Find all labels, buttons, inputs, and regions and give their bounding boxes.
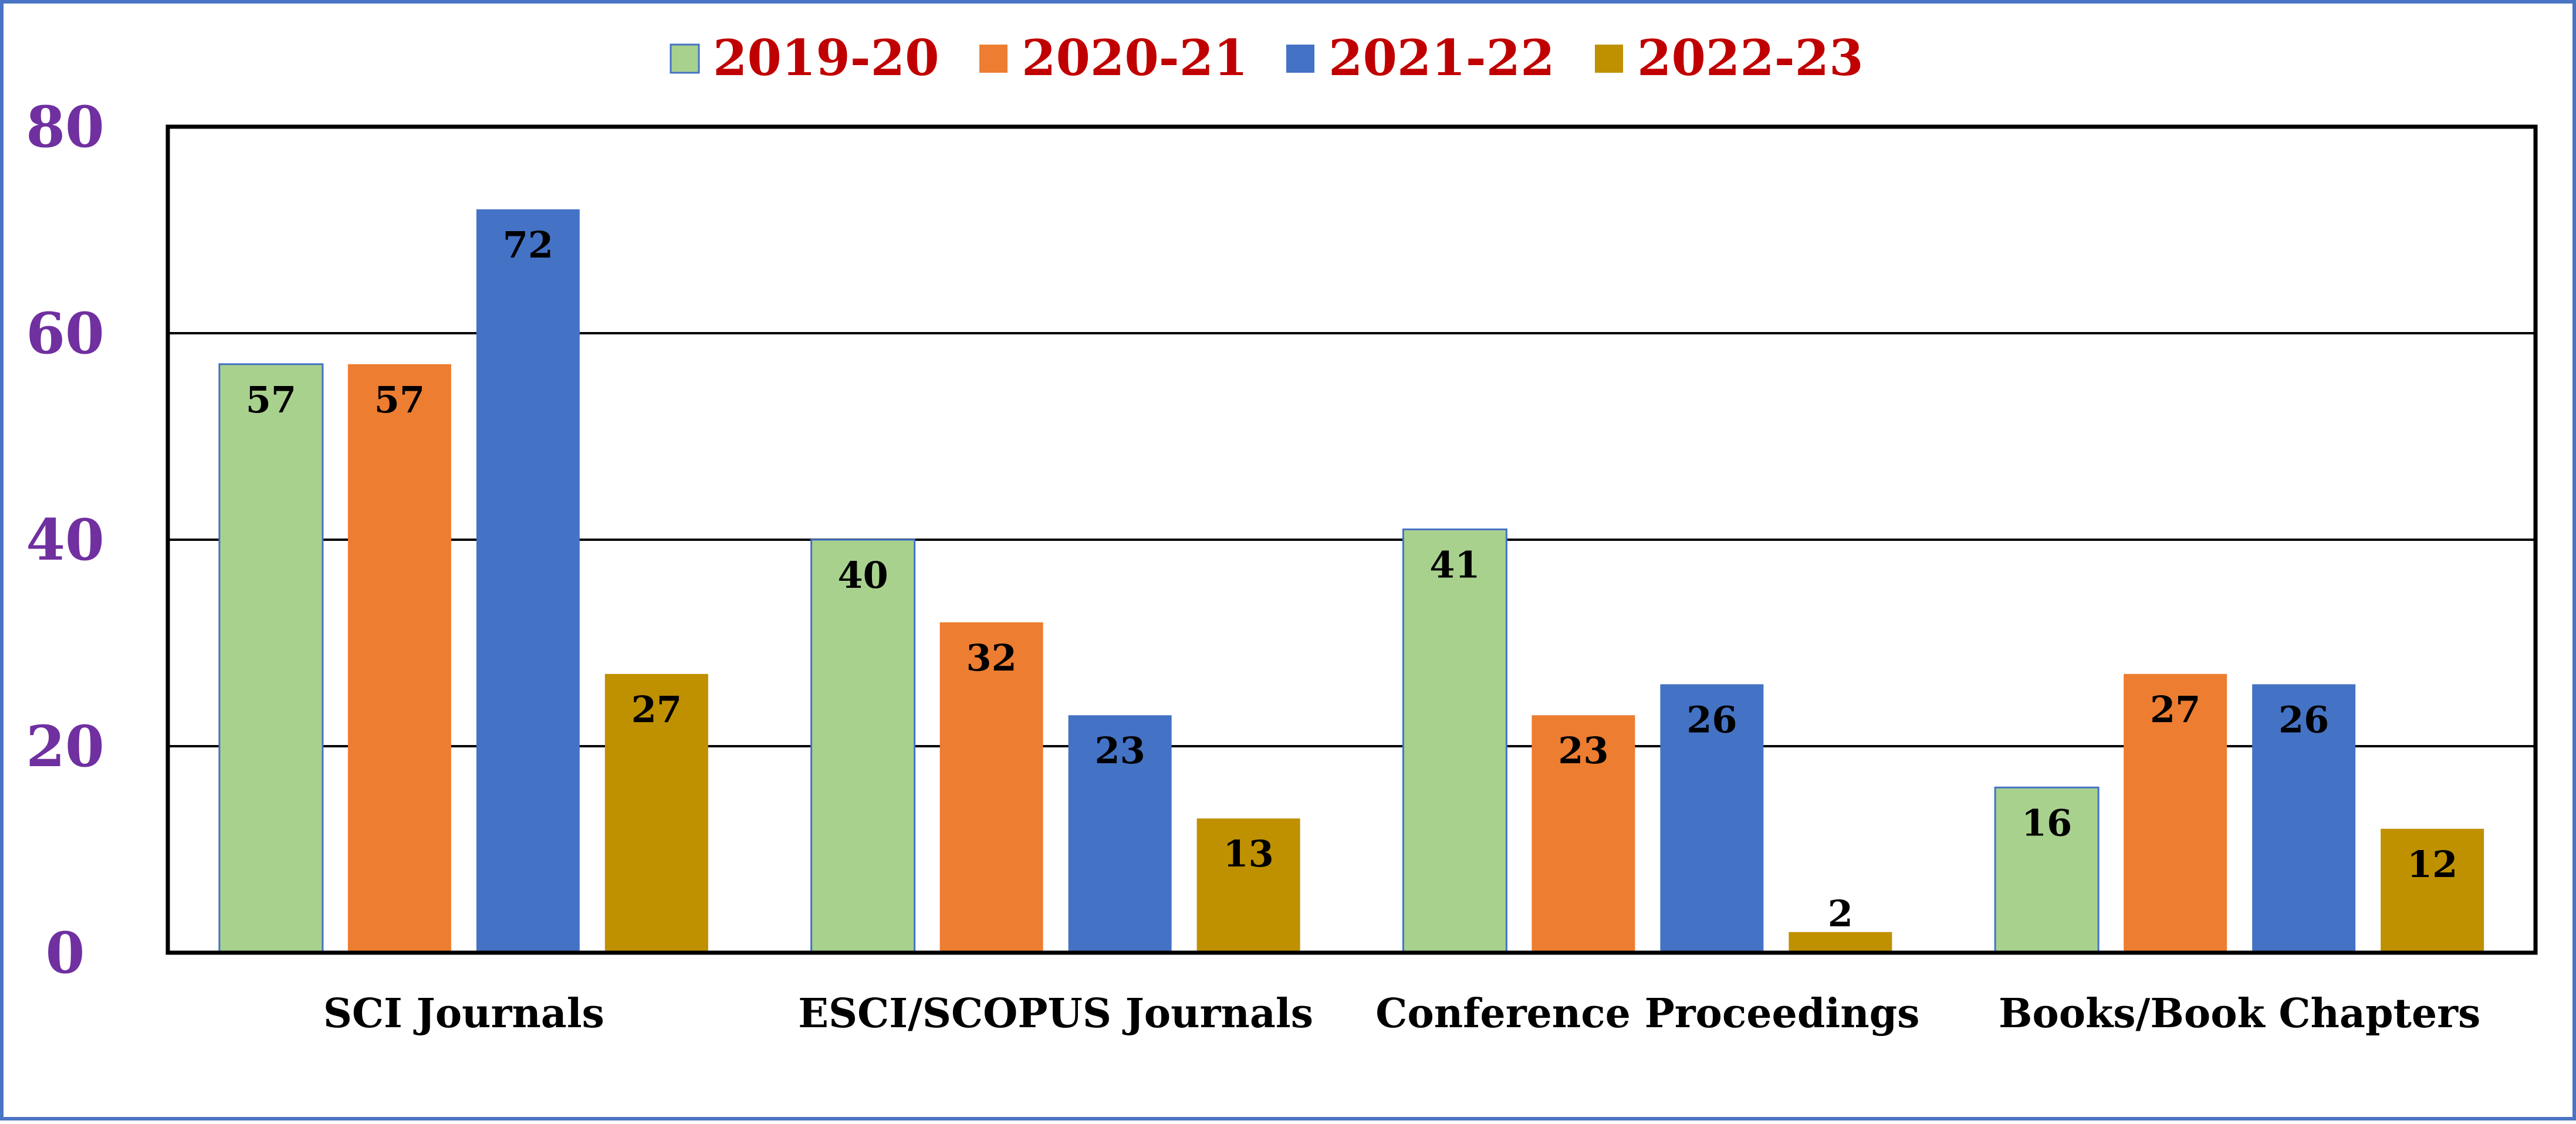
y-tick-label: 20 <box>26 713 104 780</box>
bar-sci-journals-2019-20 <box>218 363 324 954</box>
bar-conference-proceedings-2020-21 <box>1532 715 1635 953</box>
legend-swatch-2020-21 <box>979 45 1008 73</box>
x-axis-ticks: SCI Journals ESCI/SCOPUS Journals Conferen… <box>323 990 2480 1037</box>
x-tick-label: Conference Proceedings <box>1375 990 1919 1037</box>
data-label: 40 <box>837 554 888 597</box>
data-labels: 57 57 72 27 40 32 23 13 41 23 26 2 16 27 26 12 <box>246 224 2458 935</box>
bar-conference-proceedings-2019-20 <box>1402 528 1507 954</box>
legend-swatch-2022-23 <box>1595 45 1623 73</box>
y-tick-label: 0 <box>46 920 85 986</box>
bar-conference-proceedings-2021-22 <box>1660 684 1764 953</box>
data-label: 23 <box>1558 729 1608 772</box>
legend-swatch-2021-22 <box>1286 45 1314 73</box>
data-label: 23 <box>1094 729 1145 772</box>
bar-esci-scopus-journals-2020-21 <box>939 622 1043 953</box>
legend-label-2020-21: 2020-21 <box>1022 29 1248 87</box>
data-label: 26 <box>1686 698 1737 741</box>
data-label: 27 <box>2150 688 2200 731</box>
x-tick-label: SCI Journals <box>323 990 604 1037</box>
bar-esci-scopus-journals-2022-23 <box>1196 818 1300 953</box>
legend-label-2021-22: 2021-22 <box>1328 29 1555 87</box>
bar-books-book-chapters-2019-20 <box>1994 786 2100 954</box>
data-label: 57 <box>246 378 296 421</box>
bars <box>218 209 2484 954</box>
legend-swatch-2019-20 <box>670 43 700 74</box>
y-tick-label: 60 <box>26 300 104 367</box>
data-label: 16 <box>2021 801 2072 844</box>
data-label: 41 <box>1429 543 1480 586</box>
bar-books-book-chapters-2020-21 <box>2124 673 2227 953</box>
bar-esci-scopus-journals-2021-22 <box>1068 715 1172 953</box>
data-label: 26 <box>2278 698 2329 741</box>
data-label: 27 <box>631 688 682 731</box>
legend: 2019-20 2020-21 2021-22 2022-23 <box>670 29 1864 87</box>
bar-conference-proceedings-2022-23 <box>1789 932 1892 953</box>
bar-books-book-chapters-2022-23 <box>2381 828 2484 953</box>
x-tick-label: Books/Book Chapters <box>1999 990 2480 1037</box>
x-tick-label: ESCI/SCOPUS Journals <box>798 990 1313 1037</box>
data-label: 13 <box>1223 832 1273 875</box>
y-tick-label: 80 <box>26 94 104 160</box>
legend-label-2022-23: 2022-23 <box>1637 29 1864 87</box>
bar-books-book-chapters-2021-22 <box>2252 684 2356 953</box>
data-label: 57 <box>374 378 425 421</box>
data-label: 72 <box>503 224 553 266</box>
plot-area-border <box>165 124 2538 955</box>
y-tick-label: 40 <box>26 507 104 573</box>
bar-sci-journals-2020-21 <box>347 364 451 953</box>
data-label: 2 <box>1828 892 1853 935</box>
y-axis-ticks: 0 20 40 60 80 <box>26 94 104 986</box>
legend-label-2019-20: 2019-20 <box>713 29 939 87</box>
data-label: 12 <box>2407 843 2457 886</box>
bar-sci-journals-2021-22 <box>476 209 580 953</box>
bar-sci-journals-2022-23 <box>604 673 708 953</box>
bar-esci-scopus-journals-2019-20 <box>810 539 916 954</box>
data-label: 32 <box>966 637 1016 679</box>
bar-chart: 2019-20 2020-21 2021-22 2022-23 57 57 72 27 40 3… <box>26 29 2538 1037</box>
